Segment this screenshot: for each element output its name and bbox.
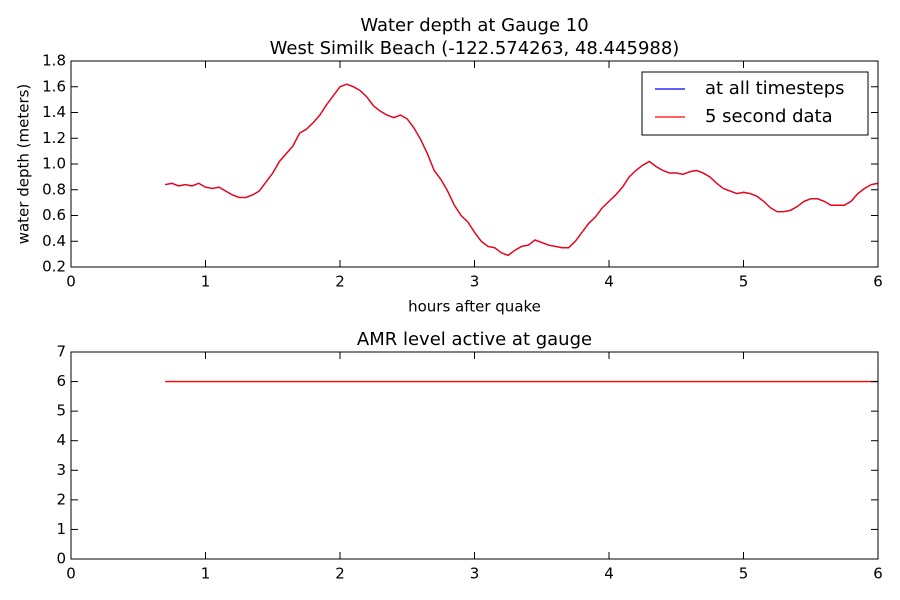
y-tick-label: 2 [56,490,66,508]
x-tick-label: 1 [201,565,211,583]
x-tick-label: 1 [201,273,211,291]
x-tick-label: 6 [873,273,883,291]
x-tick-label: 2 [335,273,345,291]
y-axis-label: water depth (meters) [15,84,33,245]
x-tick-label: 4 [604,565,614,583]
y-tick-label: 6 [56,372,66,390]
x-tick-label: 6 [873,565,883,583]
x-tick-label: 5 [739,565,749,583]
data-line [165,83,879,257]
y-tick-label: 1.4 [42,103,66,121]
legend-box [641,71,869,136]
y-tick-label: 0.2 [42,258,66,276]
chart-title: AMR level active at gauge [357,329,592,350]
legend-label: 5 second data [705,106,833,127]
y-tick-label: 5 [56,402,66,420]
y-tick-label: 0 [56,550,66,568]
y-tick-label: 0.6 [42,206,66,224]
y-tick-label: 7 [56,343,66,361]
chart-title: Water depth at Gauge 10 [360,15,588,36]
x-axis-label: hours after quake [408,298,541,316]
chart-subtitle: West Similk Beach (-122.574263, 48.44598… [270,38,680,59]
y-tick-label: 1.0 [42,155,66,173]
x-tick-label: 0 [66,565,76,583]
y-tick-label: 1 [56,520,66,538]
y-tick-label: 3 [56,461,66,479]
y-tick-label: 0.4 [42,232,66,250]
x-tick-label: 3 [470,565,480,583]
x-tick-label: 0 [66,273,76,291]
x-tick-label: 3 [470,273,480,291]
y-tick-label: 1.2 [42,129,66,147]
x-tick-label: 2 [335,565,345,583]
y-tick-label: 4 [56,431,66,449]
y-tick-label: 1.6 [42,77,66,95]
axes-frame [70,351,879,560]
x-tick-label: 5 [739,273,749,291]
y-tick-label: 0.8 [42,180,66,198]
y-tick-label: 1.8 [42,52,66,70]
legend-label: at all timesteps [705,78,845,99]
x-tick-label: 4 [604,273,614,291]
